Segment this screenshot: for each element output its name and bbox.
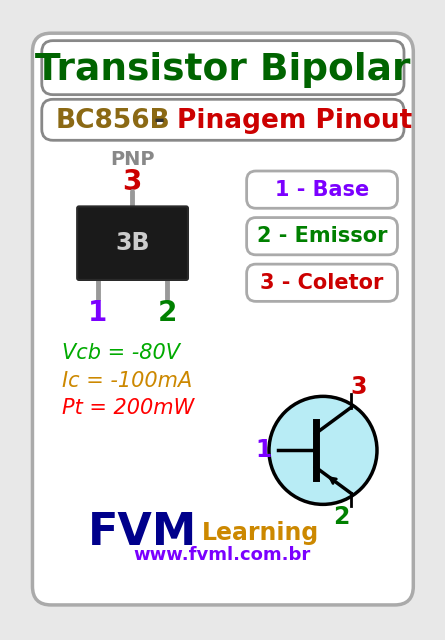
FancyBboxPatch shape — [77, 206, 188, 280]
FancyBboxPatch shape — [247, 171, 397, 208]
Text: FVM: FVM — [88, 511, 197, 554]
FancyBboxPatch shape — [247, 218, 397, 255]
Text: 2: 2 — [333, 506, 350, 529]
Text: 3: 3 — [122, 168, 142, 196]
Text: 1 - Base: 1 - Base — [275, 180, 369, 200]
Text: Learning: Learning — [202, 521, 319, 545]
Text: Vcb = -80V: Vcb = -80V — [62, 342, 180, 363]
Text: Transistor Bipolar: Transistor Bipolar — [35, 51, 410, 88]
Text: 2 - Emissor: 2 - Emissor — [257, 226, 387, 246]
Text: -: - — [146, 108, 174, 134]
Text: Pt = 200mW: Pt = 200mW — [62, 399, 194, 419]
Text: 3 - Coletor: 3 - Coletor — [260, 273, 384, 292]
Text: Ic = -100mA: Ic = -100mA — [62, 371, 193, 390]
FancyBboxPatch shape — [42, 99, 404, 140]
Text: www.fvml.com.br: www.fvml.com.br — [134, 546, 311, 564]
Text: 2: 2 — [158, 298, 177, 326]
Text: 3: 3 — [350, 375, 367, 399]
Text: Pinagem Pinout: Pinagem Pinout — [178, 108, 413, 134]
Circle shape — [269, 396, 377, 504]
Text: 1: 1 — [88, 298, 107, 326]
FancyBboxPatch shape — [247, 264, 397, 301]
Text: BC856B: BC856B — [56, 108, 171, 134]
Text: PNP: PNP — [110, 150, 154, 170]
FancyBboxPatch shape — [42, 41, 404, 95]
Text: 3B: 3B — [115, 231, 150, 255]
Text: 1: 1 — [255, 438, 271, 462]
FancyBboxPatch shape — [32, 33, 413, 605]
